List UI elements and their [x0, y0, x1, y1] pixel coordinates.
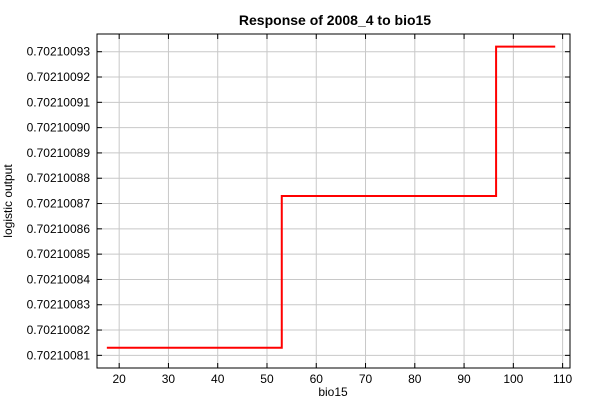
x-tick-label: 90: [457, 372, 471, 386]
y-tick-label: 0.70210090: [27, 121, 91, 135]
x-axis-label: bio15: [318, 385, 348, 399]
x-tick-label: 40: [211, 372, 225, 386]
x-tick-label: 100: [503, 372, 523, 386]
x-tick-label: 110: [553, 372, 572, 386]
y-tick-label: 0.70210081: [27, 348, 91, 362]
y-tick-label: 0.70210087: [27, 197, 91, 211]
y-tick-label: 0.70210093: [27, 45, 91, 59]
x-tick-label: 60: [310, 372, 324, 386]
y-tick-label: 0.70210086: [27, 222, 91, 236]
x-tick-label: 50: [260, 372, 274, 386]
grid: [97, 34, 570, 368]
response-line: [106, 45, 556, 349]
ticks: 20 30 40 50 60 70 80 90 100 110 0.70210081 0.702100…: [27, 34, 572, 386]
chart-title: Response of 2008_4 to bio15: [239, 12, 431, 28]
y-tick-label: 0.70210084: [27, 272, 91, 286]
y-tick-label: 0.70210088: [27, 171, 91, 185]
plot-frame: [96, 33, 571, 369]
y-tick-label: 0.70210082: [27, 323, 91, 337]
y-tick-label: 0.70210089: [27, 146, 91, 160]
y-tick-label: 0.70210085: [27, 247, 91, 261]
y-tick-label: 0.70210091: [27, 95, 91, 109]
y-axis-label: logistic output: [1, 164, 15, 238]
x-tick-label: 20: [112, 372, 126, 386]
y-tick-label: 0.70210083: [27, 298, 91, 312]
x-tick-label: 30: [162, 372, 176, 386]
y-tick-label: 0.70210092: [27, 70, 91, 84]
x-tick-label: 80: [408, 372, 422, 386]
series-group: [106, 45, 556, 349]
x-tick-label: 70: [359, 372, 373, 386]
